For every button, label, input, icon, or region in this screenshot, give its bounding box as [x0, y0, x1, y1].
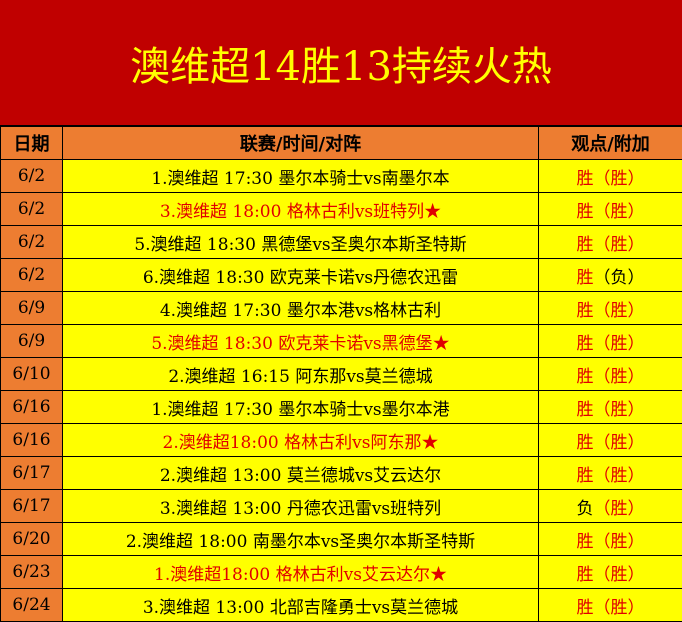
match-table: 日期 联赛/时间/对阵 观点/附加 6/2 1.澳维超 17:30 墨尔本骑士v…	[0, 126, 682, 622]
date-cell: 6/17	[0, 456, 63, 490]
header-date: 日期	[0, 126, 63, 160]
pick-text: 胜	[576, 333, 594, 354]
date-cell: 6/2	[0, 192, 63, 226]
table-row: 6/2 3.澳维超 18:00 格林古利vs班特列★ 胜（胜）	[0, 192, 682, 226]
pick-cell: 负（胜）	[538, 489, 682, 523]
pick-text: 胜	[576, 366, 594, 387]
pick-text: 胜	[576, 465, 594, 486]
pick-cell: 胜（胜）	[538, 390, 682, 424]
pick-text: 胜	[576, 201, 594, 222]
table-row: 6/17 3.澳维超 13:00 丹德农迅雷vs班特列 负（胜）	[0, 489, 682, 523]
header-pick: 观点/附加	[538, 126, 682, 160]
extra-text: （负）	[593, 267, 645, 288]
date-cell: 6/17	[0, 489, 63, 523]
pick-cell: 胜（胜）	[538, 456, 682, 490]
pick-cell: 胜（负）	[538, 258, 682, 292]
date-cell: 6/2	[0, 159, 63, 193]
date-cell: 6/16	[0, 423, 63, 457]
extra-text: （胜）	[593, 234, 645, 255]
pick-text: 胜	[576, 300, 594, 321]
table-row: 6/2 5.澳维超 18:30 黑德堡vs圣奥尔本斯圣特斯 胜（胜）	[0, 225, 682, 259]
pick-cell: 胜（胜）	[538, 522, 682, 556]
date-cell: 6/2	[0, 225, 63, 259]
date-cell: 6/10	[0, 357, 63, 391]
table-row: 6/16 1.澳维超 17:30 墨尔本骑士vs墨尔本港 胜（胜）	[0, 390, 682, 424]
pick-cell: 胜（胜）	[538, 159, 682, 193]
date-cell: 6/24	[0, 588, 63, 622]
pick-text: 胜	[576, 168, 594, 189]
extra-text: （胜）	[593, 564, 645, 585]
header-row: 日期 联赛/时间/对阵 观点/附加	[0, 126, 682, 160]
pick-text: 胜	[576, 432, 594, 453]
pick-cell: 胜（胜）	[538, 357, 682, 391]
table-row: 6/23 1.澳维超18:00 格林古利vs艾云达尔★ 胜（胜）	[0, 555, 682, 589]
date-cell: 6/9	[0, 324, 63, 358]
table-row: 6/24 3.澳维超 13:00 北部吉隆勇士vs莫兰德城 胜（胜）	[0, 588, 682, 622]
match-cell: 1.澳维超 17:30 墨尔本骑士vs南墨尔本	[62, 159, 539, 193]
match-cell: 2.澳维超 16:15 阿东那vs莫兰德城	[62, 357, 539, 391]
extra-text: （胜）	[593, 498, 645, 519]
table-row: 6/2 6.澳维超 18:30 欧克莱卡诺vs丹德农迅雷 胜（负）	[0, 258, 682, 292]
date-cell: 6/2	[0, 258, 63, 292]
pick-text: 胜	[576, 597, 594, 618]
pick-text: 胜	[576, 234, 594, 255]
pick-text: 胜	[576, 531, 594, 552]
match-cell: 5.澳维超 18:30 欧克莱卡诺vs黑德堡★	[62, 324, 539, 358]
table-row: 6/20 2.澳维超 18:00 南墨尔本vs圣奥尔本斯圣特斯 胜（胜）	[0, 522, 682, 556]
extra-text: （胜）	[593, 465, 645, 486]
extra-text: （胜）	[593, 201, 645, 222]
pick-cell: 胜（胜）	[538, 555, 682, 589]
match-cell: 6.澳维超 18:30 欧克莱卡诺vs丹德农迅雷	[62, 258, 539, 292]
date-cell: 6/23	[0, 555, 63, 589]
match-cell: 3.澳维超 13:00 北部吉隆勇士vs莫兰德城	[62, 588, 539, 622]
match-cell: 1.澳维超 17:30 墨尔本骑士vs墨尔本港	[62, 390, 539, 424]
match-cell: 2.澳维超 18:00 南墨尔本vs圣奥尔本斯圣特斯	[62, 522, 539, 556]
pick-text: 负	[576, 498, 594, 519]
match-cell: 2.澳维超 13:00 莫兰德城vs艾云达尔	[62, 456, 539, 490]
extra-text: （胜）	[593, 366, 645, 387]
match-cell: 4.澳维超 17:30 墨尔本港vs格林古利	[62, 291, 539, 325]
pick-text: 胜	[576, 399, 594, 420]
date-cell: 6/16	[0, 390, 63, 424]
date-cell: 6/20	[0, 522, 63, 556]
pick-text: 胜	[576, 564, 594, 585]
extra-text: （胜）	[593, 333, 645, 354]
table-row: 6/2 1.澳维超 17:30 墨尔本骑士vs南墨尔本 胜（胜）	[0, 159, 682, 193]
match-cell: 3.澳维超 18:00 格林古利vs班特列★	[62, 192, 539, 226]
extra-text: （胜）	[593, 300, 645, 321]
pick-cell: 胜（胜）	[538, 192, 682, 226]
pick-cell: 胜（胜）	[538, 423, 682, 457]
match-cell: 2.澳维超18:00 格林古利vs阿东那★	[62, 423, 539, 457]
match-cell: 5.澳维超 18:30 黑德堡vs圣奥尔本斯圣特斯	[62, 225, 539, 259]
table-row: 6/10 2.澳维超 16:15 阿东那vs莫兰德城 胜（胜）	[0, 357, 682, 391]
pick-cell: 胜（胜）	[538, 291, 682, 325]
table-row: 6/9 4.澳维超 17:30 墨尔本港vs格林古利 胜（胜）	[0, 291, 682, 325]
pick-cell: 胜（胜）	[538, 324, 682, 358]
match-cell: 1.澳维超18:00 格林古利vs艾云达尔★	[62, 555, 539, 589]
extra-text: （胜）	[593, 432, 645, 453]
date-cell: 6/9	[0, 291, 63, 325]
extra-text: （胜）	[593, 531, 645, 552]
page-title: 澳维超14胜13持续火热	[0, 0, 682, 126]
pick-cell: 胜（胜）	[538, 225, 682, 259]
extra-text: （胜）	[593, 399, 645, 420]
table-row: 6/17 2.澳维超 13:00 莫兰德城vs艾云达尔 胜（胜）	[0, 456, 682, 490]
pick-cell: 胜（胜）	[538, 588, 682, 622]
extra-text: （胜）	[593, 597, 645, 618]
match-cell: 3.澳维超 13:00 丹德农迅雷vs班特列	[62, 489, 539, 523]
table-row: 6/9 5.澳维超 18:30 欧克莱卡诺vs黑德堡★ 胜（胜）	[0, 324, 682, 358]
extra-text: （胜）	[593, 168, 645, 189]
table-row: 6/16 2.澳维超18:00 格林古利vs阿东那★ 胜（胜）	[0, 423, 682, 457]
header-match: 联赛/时间/对阵	[62, 126, 539, 160]
pick-text: 胜	[576, 267, 594, 288]
